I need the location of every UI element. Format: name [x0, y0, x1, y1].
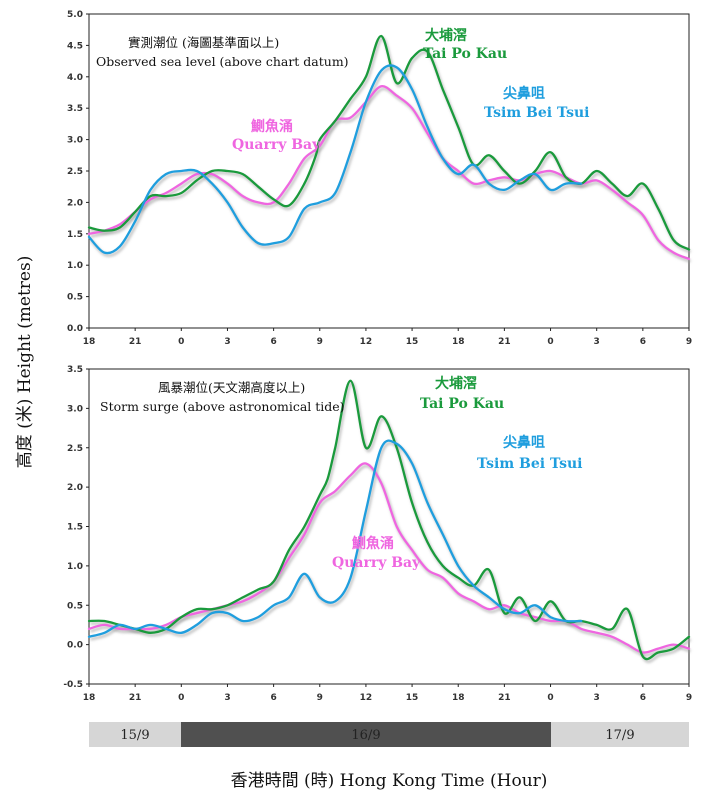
- y-tick-label: 3.5: [67, 365, 83, 375]
- tsim-bei-tsui-label-en: Tsim Bei Tsui: [477, 456, 582, 472]
- quarry-bay-label-zh: 鰂魚涌: [250, 118, 293, 135]
- series-shadow: [89, 66, 583, 258]
- y-tick-label: 1.0: [67, 261, 83, 271]
- x-tick-label: 3: [594, 693, 600, 703]
- y-tick-label: 3.0: [67, 404, 83, 414]
- x-tick-label: 12: [360, 693, 373, 703]
- y-tick-label: 3.5: [67, 104, 83, 114]
- x-tick-label: 9: [686, 337, 692, 347]
- x-tick-label: 18: [83, 337, 96, 347]
- x-axis-label: 香港時間 (時) Hong Kong Time (Hour): [231, 771, 548, 791]
- quarry-bay-label-en: Quarry Bay: [332, 555, 421, 571]
- tsim-bei-tsui-label-en: Tsim Bei Tsui: [484, 105, 589, 121]
- y-tick-label: 0.5: [67, 293, 83, 303]
- x-tick-label: 0: [178, 337, 184, 347]
- x-tick-label: 6: [270, 337, 276, 347]
- y-tick-label: 2.5: [67, 444, 83, 454]
- x-tick-label: 9: [686, 693, 692, 703]
- series-line-quarry-bay: [87, 85, 691, 261]
- y-tick-label: -0.5: [63, 680, 83, 690]
- date-segment-15: [89, 722, 181, 747]
- y-tick-label: 1.5: [67, 230, 83, 240]
- tai-po-kau-label-zh: 大埔滘: [425, 27, 467, 44]
- x-tick-label: 9: [317, 693, 323, 703]
- x-tick-label: 6: [640, 337, 646, 347]
- x-tick-label: 12: [360, 337, 373, 347]
- date-label-16: 16/9: [351, 728, 380, 743]
- x-tick-label: 21: [498, 337, 511, 347]
- series-line-tai-po-kau: [87, 379, 691, 661]
- tai-po-kau-label-zh: 大埔滘: [435, 375, 477, 392]
- series-line-quarry-bay: [87, 462, 691, 654]
- y-tick-label: 0.0: [67, 641, 83, 651]
- y-tick-label: 0.5: [67, 601, 83, 611]
- x-tick-label: 0: [547, 693, 553, 703]
- y-tick-label: 2.0: [67, 198, 83, 208]
- date-label-15: 15/9: [120, 728, 149, 743]
- quarry-bay-label-en: Quarry Bay: [232, 137, 321, 153]
- x-tick-label: 6: [640, 693, 646, 703]
- x-tick-label: 3: [224, 693, 230, 703]
- x-tick-label: 9: [317, 337, 323, 347]
- x-tick-label: 0: [178, 693, 184, 703]
- x-tick-label: 3: [224, 337, 230, 347]
- x-tick-label: 15: [406, 337, 419, 347]
- x-tick-label: 18: [452, 693, 465, 703]
- tai-po-kau-label-en: Tai Po Kau: [420, 396, 504, 412]
- date-segment-17: [551, 722, 689, 747]
- date-label-17: 17/9: [605, 728, 634, 743]
- series-line-tsim-bei-tsui: [87, 64, 583, 255]
- x-tick-label: 21: [498, 693, 511, 703]
- x-tick-label: 6: [270, 693, 276, 703]
- x-tick-label: 3: [594, 337, 600, 347]
- y-tick-label: 4.0: [67, 73, 83, 83]
- y-tick-label: 4.5: [67, 41, 83, 51]
- date-bar: 15/9 16/9 17/9: [89, 722, 689, 747]
- x-tick-label: 0: [547, 337, 553, 347]
- x-tick-label: 21: [129, 693, 142, 703]
- y-tick-label: 3.0: [67, 136, 83, 146]
- tsim-bei-tsui-label-zh: 尖鼻咀: [503, 434, 545, 451]
- panel-title-zh: 實測潮位 (海圖基準面以上): [128, 35, 279, 50]
- y-tick-label: 1.0: [67, 562, 83, 572]
- y-tick-label: 2.0: [67, 483, 83, 493]
- panel-title-en: Observed sea level (above chart datum): [96, 54, 349, 69]
- tai-po-kau-label-en: Tai Po Kau: [423, 46, 507, 62]
- x-tick-label: 21: [129, 337, 142, 347]
- panel-title-zh: 風暴潮位(天文潮高度以上): [158, 380, 305, 395]
- date-segment-16: [181, 722, 551, 747]
- y-tick-label: 0.0: [67, 324, 83, 334]
- quarry-bay-label-zh: 鰂魚涌: [351, 535, 394, 552]
- observed-sea-level-panel: 0.0 0.5 1.0 1.5 2.0 2.5 3.0 3.5 4.0 4.5 5.0 18 21 0 3 6…: [67, 10, 692, 347]
- y-axis-label: 高度 (米) Height (metres): [15, 256, 35, 469]
- series-line-tsim-bei-tsui: [87, 439, 583, 638]
- panel-title-en: Storm surge (above astronomical tide): [100, 399, 345, 414]
- series-line-tai-po-kau: [87, 34, 691, 251]
- tsim-bei-tsui-label-zh: 尖鼻咀: [503, 85, 545, 102]
- x-tick-label: 18: [83, 693, 96, 703]
- x-tick-label: 15: [406, 693, 419, 703]
- y-tick-label: 5.0: [67, 10, 83, 20]
- storm-surge-panel: -0.5 0.0 0.5 1.0 1.5 2.0 2.5 3.0 3.5 18 21 0 3 6 9 12 15…: [63, 365, 692, 703]
- y-tick-label: 1.5: [67, 523, 83, 533]
- y-tick-label: 2.5: [67, 167, 83, 177]
- x-tick-label: 18: [452, 337, 465, 347]
